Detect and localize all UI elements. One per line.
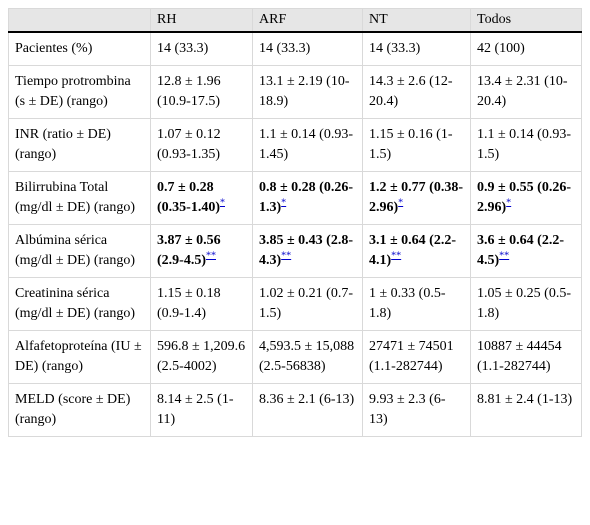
table-body: Pacientes (%) 14 (33.3) 14 (33.3) 14 (33.3)… (8, 31, 582, 437)
row-label: Albúmina sérica (mg/dl ± DE) (rango) (8, 224, 151, 278)
cell-rh: 596.8 ± 1,209.6 (2.5-4002) (150, 330, 253, 384)
cell-todos: 42 (100) (470, 31, 582, 66)
table-header: RH ARF NT Todos (8, 8, 582, 33)
cell-todos: 0.9 ± 0.55 (0.26-2.96)* (470, 171, 582, 225)
cell-value: 8.81 ± 2.4 (1-13) (477, 392, 573, 407)
cell-todos: 1.05 ± 0.25 (0.5-1.8) (470, 277, 582, 331)
cell-nt: 14.3 ± 2.6 (12-20.4) (362, 65, 471, 119)
table-row: Alfafetoproteína (IU ± DE) (rango) 596.8 … (8, 330, 582, 384)
cell-nt: 3.1 ± 0.64 (2.2-4.1)** (362, 224, 471, 278)
cell-value: 3.1 ± 0.64 (2.2-4.1) (369, 233, 457, 268)
row-label: Bilirrubina Total (mg/dl ± DE) (rango) (8, 171, 151, 225)
footnote-link[interactable]: ** (281, 250, 292, 262)
header-cell-corner (8, 8, 151, 33)
cell-rh: 8.14 ± 2.5 (1-11) (150, 383, 253, 437)
footnote-link[interactable]: * (220, 197, 225, 209)
cell-value: 3.87 ± 0.56 (2.9-4.5) (157, 233, 221, 268)
row-label: Alfafetoproteína (IU ± DE) (rango) (8, 330, 151, 384)
cell-value: 14 (33.3) (259, 41, 311, 56)
cell-value: 1.2 ± 0.77 (0.38-2.96) (369, 180, 464, 215)
cell-nt: 14 (33.3) (362, 31, 471, 66)
cell-value: 8.14 ± 2.5 (1-11) (157, 392, 234, 427)
cell-value: 4,593.5 ± 15,088 (2.5-56838) (259, 339, 355, 374)
cell-value: 10887 ± 44454 (1.1-282744) (477, 339, 562, 374)
footnote-link[interactable]: * (398, 197, 404, 209)
cell-value: 1.15 ± 0.16 (1-1.5) (369, 127, 453, 162)
row-label: MELD (score ± DE) (rango) (8, 383, 151, 437)
cell-value: 42 (100) (477, 41, 525, 56)
cell-arf: 1.02 ± 0.21 (0.7-1.5) (252, 277, 363, 331)
table-row: Albúmina sérica (mg/dl ± DE) (rango) 3.87… (8, 224, 582, 278)
table-row: Creatinina sérica (mg/dl ± DE) (rango) 1.… (8, 277, 582, 331)
cell-value: 13.1 ± 2.19 (10-18.9) (259, 74, 350, 109)
cell-value: 9.93 ± 2.3 (6-13) (369, 392, 446, 427)
header-cell-rh: RH (150, 8, 253, 33)
cell-value: 596.8 ± 1,209.6 (2.5-4002) (157, 339, 246, 374)
cell-rh: 3.87 ± 0.56 (2.9-4.5)** (150, 224, 253, 278)
cell-arf: 14 (33.3) (252, 31, 363, 66)
cell-value: 0.8 ± 0.28 (0.26-1.3) (259, 180, 354, 215)
cell-nt: 1.2 ± 0.77 (0.38-2.96)* (362, 171, 471, 225)
cell-rh: 1.07 ± 0.12 (0.93-1.35) (150, 118, 253, 172)
table-row: Pacientes (%) 14 (33.3) 14 (33.3) 14 (33.3)… (8, 31, 582, 66)
header-cell-nt: NT (362, 8, 471, 33)
cell-value: 14 (33.3) (157, 41, 209, 56)
cell-value: 3.85 ± 0.43 (2.8-4.3) (259, 233, 354, 268)
cell-rh: 12.8 ± 1.96 (10.9-17.5) (150, 65, 253, 119)
cell-arf: 8.36 ± 2.1 (6-13) (252, 383, 363, 437)
cell-nt: 1.15 ± 0.16 (1-1.5) (362, 118, 471, 172)
cell-arf: 4,593.5 ± 15,088 (2.5-56838) (252, 330, 363, 384)
header-cell-arf: ARF (252, 8, 363, 33)
cell-rh: 1.15 ± 0.18 (0.9-1.4) (150, 277, 253, 331)
row-label: Creatinina sérica (mg/dl ± DE) (rango) (8, 277, 151, 331)
cell-arf: 0.8 ± 0.28 (0.26-1.3)* (252, 171, 363, 225)
cell-value: 14.3 ± 2.6 (12-20.4) (369, 74, 453, 109)
header-row: RH ARF NT Todos (8, 8, 582, 33)
footnote-link[interactable]: * (506, 197, 512, 209)
row-label: Pacientes (%) (8, 31, 151, 66)
row-label: Tiempo protrombina (s ± DE) (rango) (8, 65, 151, 119)
header-cell-todos: Todos (470, 8, 582, 33)
cell-value: 1.1 ± 0.14 (0.93-1.45) (259, 127, 354, 162)
table-row: Bilirrubina Total (mg/dl ± DE) (rango) 0.… (8, 171, 582, 225)
cell-todos: 8.81 ± 2.4 (1-13) (470, 383, 582, 437)
cell-arf: 13.1 ± 2.19 (10-18.9) (252, 65, 363, 119)
table-row: MELD (score ± DE) (rango) 8.14 ± 2.5 (1-1… (8, 383, 582, 437)
cell-rh: 0.7 ± 0.28 (0.35-1.40)* (150, 171, 253, 225)
cell-todos: 1.1 ± 0.14 (0.93-1.5) (470, 118, 582, 172)
footnote-link[interactable]: ** (206, 250, 216, 262)
cell-value: 13.4 ± 2.31 (10-20.4) (477, 74, 568, 109)
table-row: INR (ratio ± DE) (rango) 1.07 ± 0.12 (0.9… (8, 118, 582, 172)
cell-todos: 13.4 ± 2.31 (10-20.4) (470, 65, 582, 119)
cell-value: 1 ± 0.33 (0.5-1.8) (369, 286, 446, 321)
cell-value: 1.15 ± 0.18 (0.9-1.4) (157, 286, 221, 321)
cell-value: 1.02 ± 0.21 (0.7-1.5) (259, 286, 354, 321)
cell-arf: 1.1 ± 0.14 (0.93-1.45) (252, 118, 363, 172)
footnote-link[interactable]: ** (391, 250, 402, 262)
footnote-link[interactable]: ** (499, 250, 510, 262)
cell-value: 14 (33.3) (369, 41, 421, 56)
cell-value: 27471 ± 74501 (1.1-282744) (369, 339, 454, 374)
footnote-link[interactable]: * (281, 197, 287, 209)
cell-value: 3.6 ± 0.64 (2.2-4.5) (477, 233, 565, 268)
cell-nt: 1 ± 0.33 (0.5-1.8) (362, 277, 471, 331)
cell-value: 12.8 ± 1.96 (10.9-17.5) (157, 74, 221, 109)
cell-rh: 14 (33.3) (150, 31, 253, 66)
row-label: INR (ratio ± DE) (rango) (8, 118, 151, 172)
cell-value: 1.05 ± 0.25 (0.5-1.8) (477, 286, 572, 321)
cell-nt: 27471 ± 74501 (1.1-282744) (362, 330, 471, 384)
cell-value: 8.36 ± 2.1 (6-13) (259, 392, 355, 407)
cell-value: 1.1 ± 0.14 (0.93-1.5) (477, 127, 572, 162)
cell-value: 0.9 ± 0.55 (0.26-2.96) (477, 180, 572, 215)
cell-todos: 10887 ± 44454 (1.1-282744) (470, 330, 582, 384)
cell-arf: 3.85 ± 0.43 (2.8-4.3)** (252, 224, 363, 278)
cell-value: 0.7 ± 0.28 (0.35-1.40) (157, 180, 220, 215)
table-row: Tiempo protrombina (s ± DE) (rango) 12.8 … (8, 65, 582, 119)
cell-value: 1.07 ± 0.12 (0.93-1.35) (157, 127, 221, 162)
results-table: RH ARF NT Todos Pacientes (%) 14 (33.3) 14… (8, 8, 582, 437)
cell-todos: 3.6 ± 0.64 (2.2-4.5)** (470, 224, 582, 278)
cell-nt: 9.93 ± 2.3 (6-13) (362, 383, 471, 437)
